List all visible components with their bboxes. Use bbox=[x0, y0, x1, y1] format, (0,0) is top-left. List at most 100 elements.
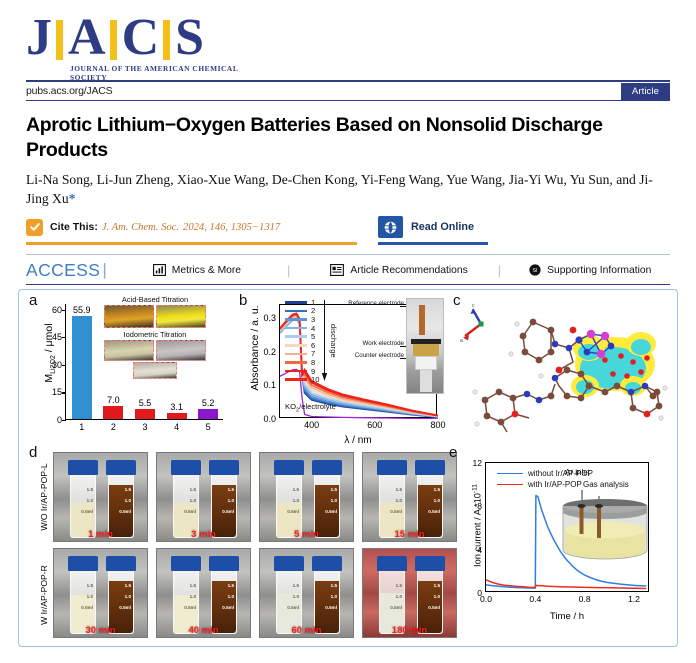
panel-a-ytick: 0 bbox=[56, 415, 62, 425]
panel-e-ylabel: Ion current / A *10-11 bbox=[471, 467, 482, 585]
panel-e-ytick: 12 bbox=[472, 458, 482, 468]
time-label: 5 min bbox=[294, 529, 319, 540]
photo-gray-dish bbox=[156, 340, 206, 362]
read-online-group[interactable]: Read Online bbox=[378, 215, 474, 239]
header-rule bbox=[26, 100, 670, 101]
vial-scale-mark: 1.5 bbox=[292, 487, 299, 492]
time-label: 1 min bbox=[88, 529, 113, 540]
panel-a-xtick: 5 bbox=[205, 422, 211, 432]
cite-this-label: Cite This: bbox=[50, 221, 98, 233]
vial-scale-mark: 1.0 bbox=[330, 498, 337, 503]
panel-a-ytick: 45 bbox=[51, 332, 62, 343]
counter-electrode-label: Counter electrode bbox=[354, 352, 404, 359]
panel-e-xlabel: Time / h bbox=[549, 611, 585, 622]
panel-b-ytick: 0.1 bbox=[263, 380, 276, 391]
supporting-information-button[interactable]: SI Supporting Information bbox=[529, 264, 651, 276]
vial-left: 1.5 1.0 0.5ml bbox=[377, 460, 407, 538]
curve-without-ir-ap-pop bbox=[486, 494, 647, 589]
panel-b-ytick: 0.2 bbox=[263, 346, 276, 357]
vial-left: 1.5 1.0 0.5ml bbox=[68, 556, 98, 634]
access-divider: | bbox=[102, 260, 107, 279]
vial-right: 1.5 1.0 0.5ml bbox=[209, 460, 239, 538]
journal-subtitle: JOURNAL OF THE AMERICAN CHEMICAL SOCIETY bbox=[70, 64, 238, 82]
time-label: 60 min bbox=[291, 625, 322, 636]
vial-scale-mark: 1.5 bbox=[227, 583, 234, 588]
spectrum-10 bbox=[280, 312, 438, 417]
access-label[interactable]: ACCESS bbox=[26, 259, 101, 280]
vial-scale-mark: 1.0 bbox=[86, 594, 93, 599]
legend-item: with Ir/AP-POP bbox=[497, 479, 593, 490]
vial-liquid bbox=[71, 503, 95, 537]
panel-b-xtick: 400 bbox=[304, 420, 320, 430]
supporting-information-label: Supporting Information bbox=[547, 264, 652, 276]
photo-amber-dish bbox=[104, 305, 154, 329]
legend-swatch bbox=[285, 352, 307, 356]
vial-scale-mark: 0.5ml bbox=[325, 509, 337, 514]
panel-e-ytick: 4 bbox=[477, 544, 482, 555]
panel-b-xlabel: λ / nm bbox=[344, 435, 372, 446]
metrics-and-more-button[interactable]: Metrics & More bbox=[152, 264, 241, 276]
panel-d-row-label-top: W/O Ir/AP-POP-L bbox=[39, 463, 49, 531]
legend-label: 2 bbox=[311, 306, 316, 316]
legend-label: without Ir/AP-POP bbox=[528, 469, 593, 478]
svg-text:SI: SI bbox=[533, 268, 538, 274]
legend-item: without Ir/AP-POP bbox=[497, 468, 593, 479]
access-divider-3: | bbox=[497, 262, 502, 278]
bar-value-label: 5.5 bbox=[138, 397, 152, 408]
vial-scale-mark: 1.0 bbox=[433, 594, 440, 599]
svg-text:c: c bbox=[472, 303, 475, 309]
panel-a-ytick: 15 bbox=[51, 387, 62, 398]
panel-e-xtick: 0.4 bbox=[529, 594, 542, 604]
vial-liquid bbox=[109, 581, 133, 633]
legend-swatch bbox=[497, 483, 523, 486]
legend-label: 1 bbox=[311, 297, 316, 307]
access-rule-top bbox=[26, 254, 670, 255]
vial-scale-mark: 0.5ml bbox=[222, 509, 234, 514]
vial-cap bbox=[106, 460, 136, 475]
panel-a-xtick: 4 bbox=[174, 422, 180, 432]
cite-reference[interactable]: 2024, 146, 1305−1317 bbox=[183, 221, 281, 233]
inset-photos-acid bbox=[90, 305, 220, 329]
vial-cap bbox=[312, 556, 342, 571]
photo-pale-dish bbox=[104, 340, 154, 362]
vial-scale-mark: 1.5 bbox=[189, 583, 196, 588]
vial-liquid bbox=[315, 581, 339, 633]
cite-journal[interactable]: J. Am. Chem. Soc. bbox=[101, 221, 180, 233]
panel-d-tag: d bbox=[29, 444, 38, 461]
discharge-arrow-icon bbox=[321, 300, 328, 381]
vial-scale-mark: 1.0 bbox=[433, 498, 440, 503]
vial-liquid bbox=[380, 593, 404, 633]
panel-e-curves bbox=[486, 494, 647, 590]
vial-photo-cell: 1.5 1.0 0.5ml 1.5 1.0 0.5ml 40 min bbox=[156, 548, 251, 638]
cite-this-group[interactable]: Cite This: J. Am. Chem. Soc. 2024, 146, … bbox=[26, 215, 280, 239]
vial-scale-mark: 0.5ml bbox=[119, 605, 131, 610]
panel-b-ytick: 0.3 bbox=[263, 313, 276, 324]
vial-scale-mark: 0.5ml bbox=[287, 509, 299, 514]
spectrum-5 bbox=[280, 316, 438, 418]
legend-swatch bbox=[497, 472, 523, 475]
vial-cap bbox=[106, 556, 136, 571]
reactor-vessel-icon bbox=[562, 490, 648, 560]
vial-liquid bbox=[174, 595, 198, 633]
vial-cap bbox=[68, 460, 98, 475]
journal-url[interactable]: pubs.acs.org/JACS bbox=[26, 85, 113, 97]
panel-a-xtick: 2 bbox=[110, 422, 116, 432]
masthead-rule bbox=[26, 80, 670, 82]
vial-cap bbox=[171, 460, 201, 475]
panel-e-plot-area: 0 4 8 12 0.0 0.4 0.8 1.2 bbox=[472, 458, 649, 604]
bar-value-label: 55.9 bbox=[73, 305, 91, 316]
photo-clear-dish bbox=[133, 362, 177, 380]
ylabel-main-a: M bbox=[42, 373, 55, 383]
article-recommendations-button[interactable]: Article Recommendations bbox=[330, 264, 468, 276]
vial-scale-mark: 1.0 bbox=[86, 498, 93, 503]
inset-photos-iodometric bbox=[90, 340, 220, 362]
vial-scale-mark: 0.5ml bbox=[325, 605, 337, 610]
access-rule-bottom bbox=[26, 284, 670, 286]
vial-scale-mark: 1.0 bbox=[189, 498, 196, 503]
vial-cap bbox=[377, 556, 407, 571]
bar-4: 3.1 4 bbox=[166, 402, 187, 432]
vial-liquid bbox=[277, 593, 301, 633]
vial-liquid bbox=[418, 581, 442, 633]
ko2-electrolyte-label: KO2/electrolyte bbox=[285, 402, 336, 414]
vial-photo-cell: 1.5 1.0 0.5ml 1.5 1.0 0.5ml 180 min bbox=[362, 548, 457, 638]
